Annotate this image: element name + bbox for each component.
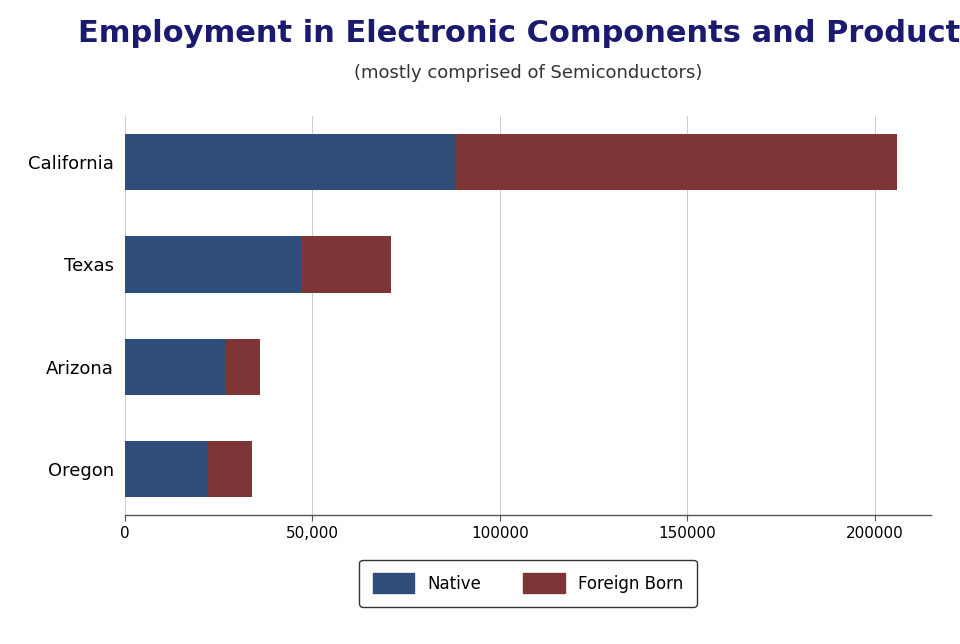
Text: (mostly comprised of Semiconductors): (mostly comprised of Semiconductors) [354, 64, 702, 82]
Bar [125, 440, 207, 497]
Bar [207, 440, 252, 497]
Bar [125, 236, 301, 292]
Bar [455, 134, 898, 191]
Bar [125, 134, 455, 191]
Bar [125, 339, 226, 395]
Bar [226, 339, 260, 395]
Bar [301, 236, 391, 292]
Legend: Native, Foreign Born: Native, Foreign Born [359, 560, 697, 607]
Text: Employment in Electronic Components and Products: Employment in Electronic Components and … [78, 19, 960, 48]
